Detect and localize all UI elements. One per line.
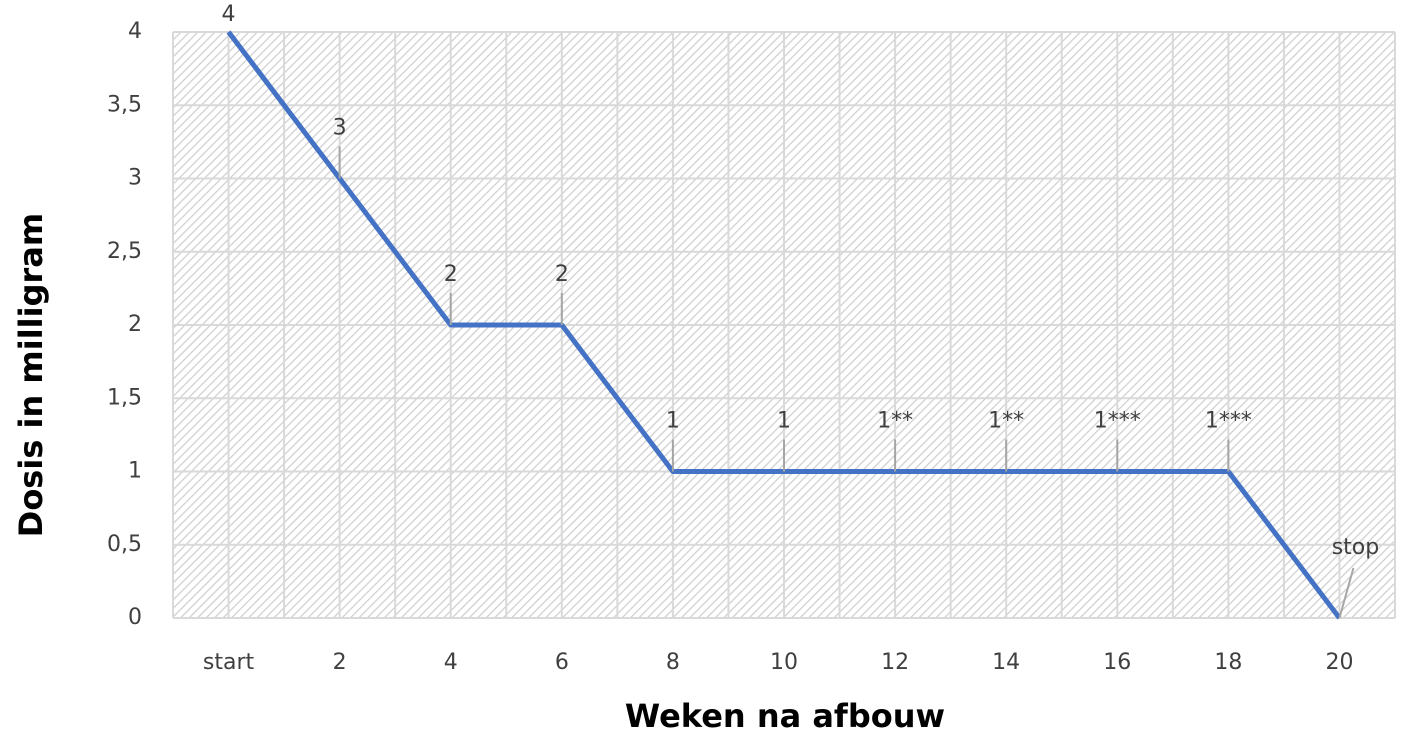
x-tick-label: 18 xyxy=(1214,650,1242,675)
y-tick-label: 0,5 xyxy=(107,532,142,557)
leader-line xyxy=(1338,567,1355,619)
y-tick-label: 2,5 xyxy=(107,239,142,264)
x-axis-title: Weken na afbouw xyxy=(625,697,945,735)
x-tick-label: 12 xyxy=(881,650,909,675)
data-label: 2 xyxy=(555,262,569,287)
x-tick-label: 6 xyxy=(555,650,569,675)
x-tick-label: 16 xyxy=(1103,650,1131,675)
data-label: 1** xyxy=(988,409,1024,434)
x-tick-label: 2 xyxy=(333,650,347,675)
data-label: 2 xyxy=(444,262,458,287)
y-tick-label: 1 xyxy=(128,459,142,484)
data-label: 1*** xyxy=(1205,409,1252,434)
x-tick-label: 20 xyxy=(1325,650,1353,675)
y-tick-label: 1,5 xyxy=(107,385,142,410)
y-tick-label: 3,5 xyxy=(107,92,142,117)
y-tick-label: 2 xyxy=(128,312,142,337)
data-label: 4 xyxy=(222,2,236,27)
data-label: 3 xyxy=(333,116,347,141)
y-axis-title: Dosis in milligram xyxy=(12,213,50,537)
data-label: 1 xyxy=(777,409,791,434)
x-tick-label: 14 xyxy=(992,650,1020,675)
data-label: stop xyxy=(1332,535,1380,560)
y-tick-label: 0 xyxy=(128,605,142,630)
data-label: 1 xyxy=(666,409,680,434)
x-tick-label: 8 xyxy=(666,650,680,675)
y-tick-label: 4 xyxy=(128,19,142,44)
x-tick-label: 4 xyxy=(444,650,458,675)
x-tick-label: 10 xyxy=(770,650,798,675)
data-label: 1** xyxy=(877,409,913,434)
data-label: 1*** xyxy=(1094,409,1141,434)
x-tick-label: start xyxy=(203,650,255,675)
y-tick-label: 3 xyxy=(128,166,142,191)
